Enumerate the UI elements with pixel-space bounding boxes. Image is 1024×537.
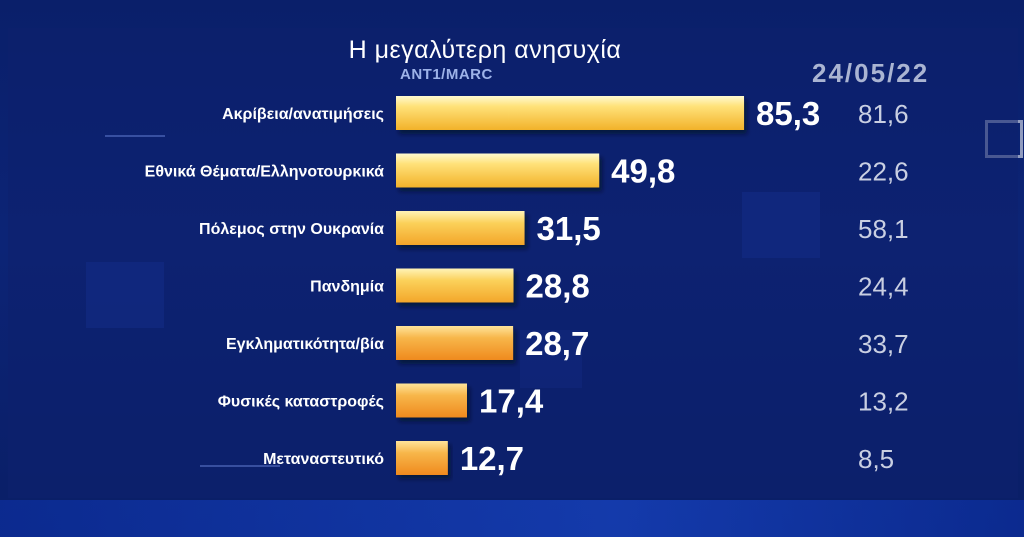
bar-4 bbox=[396, 326, 514, 360]
previous-value-label: 8,5 bbox=[858, 444, 894, 474]
bar-0 bbox=[396, 96, 745, 130]
category-label: Ακρίβεια/ανατιμήσεις bbox=[222, 106, 384, 123]
category-label: Εθνικά Θέματα/Ελληνοτουρκικά bbox=[145, 164, 385, 181]
value-label: 12,7 bbox=[460, 440, 524, 477]
value-label: 28,8 bbox=[526, 268, 590, 305]
previous-value-label: 58,1 bbox=[858, 214, 909, 244]
value-label: 49,8 bbox=[611, 153, 675, 190]
decor-line bbox=[200, 465, 280, 467]
bar-6 bbox=[396, 441, 448, 475]
category-label: Εγκληματικότητα/βία bbox=[226, 336, 384, 353]
value-label: 85,3 bbox=[756, 95, 820, 132]
previous-value-label: 33,7 bbox=[858, 329, 909, 359]
category-label: Πανδημία bbox=[310, 279, 384, 296]
value-label: 31,5 bbox=[537, 210, 601, 247]
value-label: 28,7 bbox=[525, 325, 589, 362]
bar-3 bbox=[396, 268, 514, 303]
category-label: Φυσικές καταστροφές bbox=[218, 394, 384, 411]
category-label: Μεταναστευτικό bbox=[263, 451, 384, 468]
previous-value-label: 22,6 bbox=[858, 157, 909, 187]
chart-source: ANT1/MARC bbox=[400, 66, 493, 83]
comparison-date: 24/05/22 bbox=[812, 58, 930, 88]
previous-value-label: 24,4 bbox=[858, 272, 909, 302]
value-label: 17,4 bbox=[479, 383, 544, 420]
chart-title: Η μεγαλύτερη ανησυχία bbox=[348, 36, 622, 64]
bar-2 bbox=[396, 211, 525, 245]
bar-1 bbox=[396, 153, 600, 188]
bar-5 bbox=[396, 383, 467, 418]
previous-value-label: 13,2 bbox=[858, 387, 909, 417]
bottom-band bbox=[0, 500, 1024, 537]
previous-value-label: 81,6 bbox=[858, 99, 909, 129]
category-label: Πόλεμος στην Ουκρανία bbox=[199, 221, 384, 238]
decor-line bbox=[105, 135, 165, 137]
